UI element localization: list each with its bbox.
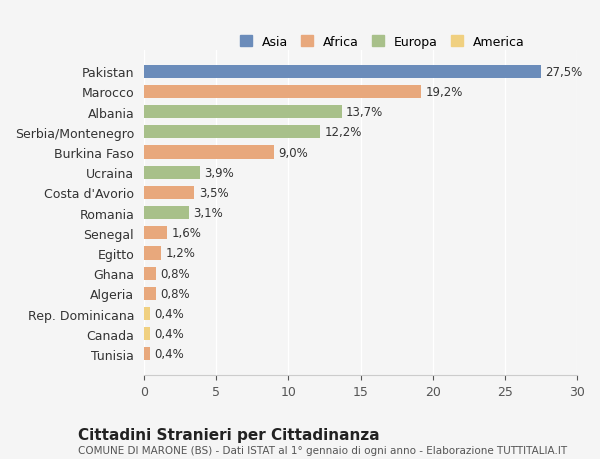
Text: 19,2%: 19,2% [425,86,463,99]
Bar [144,227,167,240]
Text: 3,9%: 3,9% [205,166,235,179]
Legend: Asia, Africa, Europa, America: Asia, Africa, Europa, America [235,31,530,54]
Text: 12,2%: 12,2% [325,126,362,139]
Text: 0,4%: 0,4% [154,347,184,361]
Text: Cittadini Stranieri per Cittadinanza: Cittadini Stranieri per Cittadinanza [78,427,380,442]
Bar [144,186,194,200]
Text: 1,2%: 1,2% [166,247,196,260]
Bar [144,146,274,159]
Bar [144,207,189,220]
Text: 3,1%: 3,1% [193,207,223,219]
Text: 0,8%: 0,8% [160,267,190,280]
Text: 0,4%: 0,4% [154,328,184,341]
Bar [144,267,155,280]
Bar [144,347,150,361]
Bar [144,126,320,139]
Text: COMUNE DI MARONE (BS) - Dati ISTAT al 1° gennaio di ogni anno - Elaborazione TUT: COMUNE DI MARONE (BS) - Dati ISTAT al 1°… [78,445,567,455]
Bar [144,86,421,99]
Bar [144,327,150,341]
Text: 27,5%: 27,5% [545,66,583,78]
Text: 0,8%: 0,8% [160,287,190,300]
Text: 9,0%: 9,0% [278,146,308,159]
Text: 3,5%: 3,5% [199,186,229,200]
Text: 1,6%: 1,6% [172,227,201,240]
Bar [144,66,541,78]
Bar [144,308,150,320]
Text: 13,7%: 13,7% [346,106,383,119]
Bar [144,247,161,260]
Bar [144,287,155,300]
Bar [144,166,200,179]
Text: 0,4%: 0,4% [154,308,184,320]
Bar [144,106,342,119]
